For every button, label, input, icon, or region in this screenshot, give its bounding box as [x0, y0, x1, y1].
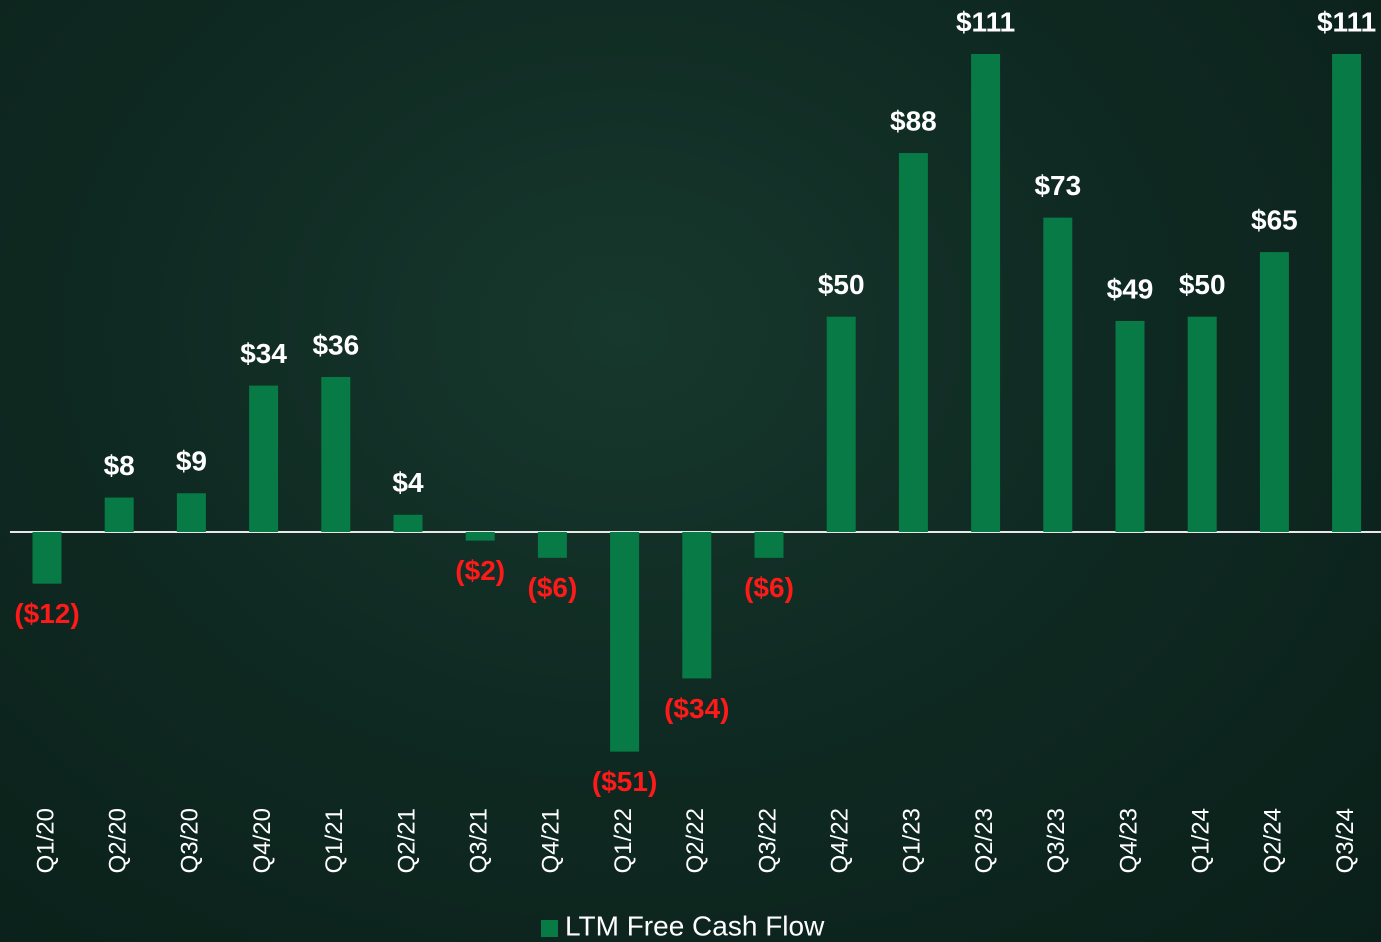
x-tick-label: Q4/23 — [1115, 808, 1142, 873]
legend-swatch — [541, 920, 558, 937]
x-tick-label: Q1/22 — [610, 808, 637, 873]
x-tick-label: Q1/24 — [1188, 808, 1215, 873]
value-label: $8 — [104, 450, 135, 481]
x-tick-label: Q1/20 — [32, 808, 59, 873]
x-tick-label: Q2/20 — [105, 808, 132, 873]
bar — [249, 386, 278, 532]
page: {"chart_data": {"type": "bar", "categori… — [0, 0, 1381, 942]
value-label: $49 — [1107, 273, 1154, 304]
bar — [1260, 252, 1289, 532]
x-tick-label: Q3/24 — [1332, 808, 1359, 873]
bar — [538, 532, 567, 558]
value-label: $73 — [1034, 170, 1081, 201]
value-label: $65 — [1251, 204, 1298, 235]
value-label: ($2) — [455, 555, 505, 586]
x-tick-label: Q3/20 — [177, 808, 204, 873]
x-tick-label: Q2/23 — [971, 808, 998, 873]
bar — [755, 532, 784, 558]
x-tick-label: Q3/23 — [1043, 808, 1070, 873]
value-label: ($34) — [664, 693, 729, 724]
value-label: $50 — [818, 269, 865, 300]
value-label: $4 — [392, 467, 424, 498]
bar — [394, 515, 423, 532]
x-tick-label: Q4/22 — [827, 808, 854, 873]
value-label: $50 — [1179, 269, 1226, 300]
x-tick-label: Q2/24 — [1260, 808, 1287, 873]
bar — [466, 532, 495, 541]
bar — [1332, 54, 1361, 532]
value-label: $9 — [176, 446, 207, 477]
bar — [1188, 317, 1217, 532]
x-tick-label: Q2/21 — [393, 808, 420, 873]
x-tick-label: Q4/21 — [538, 808, 565, 873]
bar — [899, 153, 928, 532]
value-label: $111 — [956, 6, 1015, 37]
bar — [1043, 218, 1072, 532]
x-tick-label: Q3/21 — [466, 808, 493, 873]
bar — [105, 498, 134, 532]
chart: LTM Free Cash Flow ($12) Q1/20 $8 Q2/20 $9 Q3… — [0, 0, 1381, 942]
x-tick-label: Q1/23 — [899, 808, 926, 873]
value-label: ($12) — [14, 598, 79, 629]
x-tick-label: Q1/21 — [321, 808, 348, 873]
x-tick-label: Q4/20 — [249, 808, 276, 873]
bar — [1116, 321, 1145, 532]
legend-label: LTM Free Cash Flow — [565, 910, 825, 941]
bar — [610, 532, 639, 752]
bar — [177, 493, 206, 532]
x-tick-label: Q2/22 — [682, 808, 709, 873]
value-label: ($6) — [528, 572, 578, 603]
bar — [682, 532, 711, 678]
bar — [33, 532, 62, 584]
value-label: $88 — [890, 105, 937, 136]
value-label: $111 — [1317, 6, 1376, 37]
value-label: $34 — [240, 338, 287, 369]
x-tick-label: Q3/22 — [754, 808, 781, 873]
bar — [971, 54, 1000, 532]
value-label: ($6) — [744, 572, 794, 603]
bar — [827, 317, 856, 532]
value-label: $36 — [312, 329, 359, 360]
value-label: ($51) — [592, 766, 657, 797]
bar — [321, 377, 350, 532]
